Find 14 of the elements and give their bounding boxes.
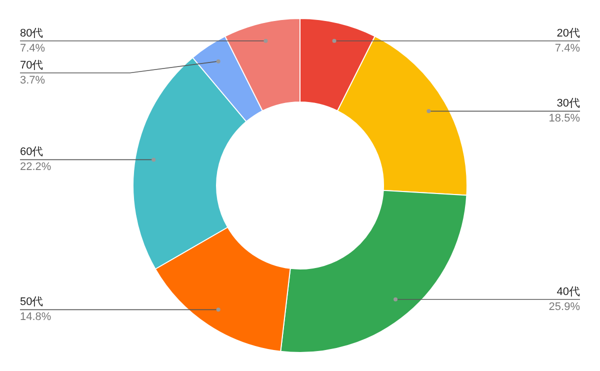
data-label: 25.9% — [548, 300, 580, 313]
slice-label: 50代 — [20, 296, 44, 308]
slice-label: 30代 — [556, 98, 580, 110]
data-label: 7.4% — [20, 42, 46, 54]
data-label: 3.7% — [20, 74, 46, 86]
slice-label: 70代 — [20, 59, 44, 72]
slice-label: 40代 — [556, 286, 580, 298]
data-label: 22.2% — [20, 161, 52, 174]
data-label: 18.5% — [548, 112, 580, 125]
slice-label: 60代 — [20, 146, 44, 158]
slice-label: 20代 — [556, 27, 580, 40]
data-label: 7.4% — [554, 42, 580, 54]
data-label: 14.8% — [20, 311, 52, 324]
slice-label: 80代 — [20, 27, 44, 40]
